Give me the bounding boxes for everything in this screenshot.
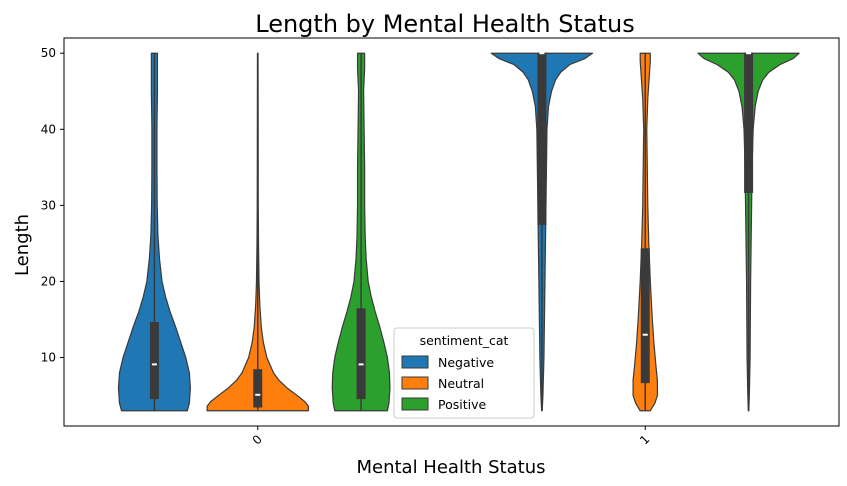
iqr-box-neutral-1 <box>640 248 650 384</box>
iqr-box-negative-1 <box>537 52 547 225</box>
x-tick-label: 0 <box>250 432 265 447</box>
iqr-box-positive-1 <box>744 52 754 193</box>
iqr-box-negative-0 <box>149 322 159 400</box>
legend-swatch-negative <box>401 355 429 369</box>
y-tick-label: 10 <box>41 351 56 365</box>
chart-title: Length by Mental Health Status <box>255 10 635 38</box>
legend-swatch-neutral <box>401 376 429 390</box>
y-tick-label: 30 <box>41 198 56 212</box>
legend-label-positive: Positive <box>438 397 486 412</box>
iqr-box-positive-0 <box>356 308 366 400</box>
legend-label-neutral: Neutral <box>438 376 484 391</box>
y-axis-label: Length <box>12 214 33 276</box>
legend: sentiment_cat Negative Neutral Positive <box>393 327 535 419</box>
plot-frame <box>63 37 840 427</box>
legend-entries: Negative Neutral Positive <box>401 355 494 412</box>
x-tick-label: 1 <box>637 432 652 447</box>
iqr-box-neutral-0 <box>253 369 263 408</box>
legend-title: sentiment_cat <box>420 333 509 348</box>
y-tick-label: 20 <box>41 274 56 288</box>
plot-area <box>117 52 800 412</box>
y-tick-label: 40 <box>41 122 56 136</box>
legend-swatch-positive <box>401 397 429 411</box>
y-tick-label: 50 <box>41 46 56 60</box>
legend-frame <box>393 327 535 419</box>
legend-label-negative: Negative <box>438 355 494 370</box>
x-axis-label: Mental Health Status <box>356 457 545 478</box>
